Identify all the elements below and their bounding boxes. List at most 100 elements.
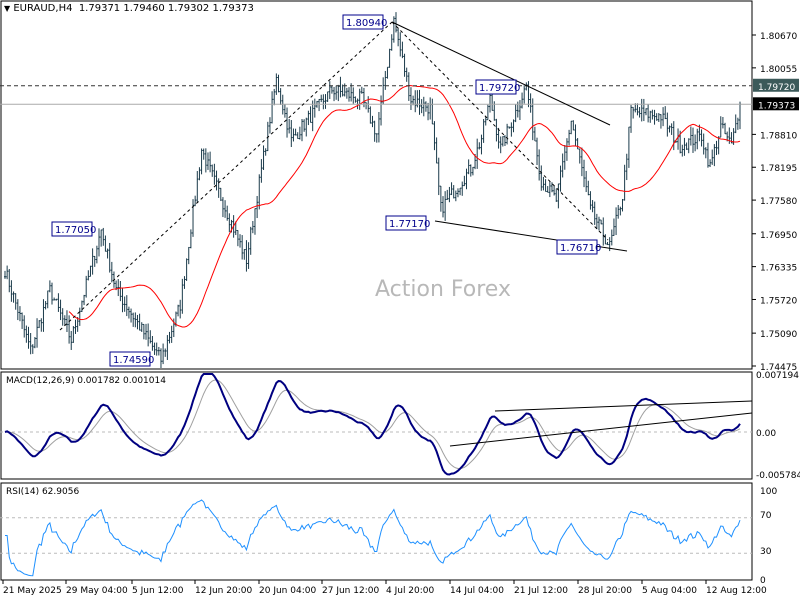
- price-bar: [25, 325, 28, 343]
- low-value: 1.79302: [167, 3, 210, 14]
- price-bar: [512, 119, 515, 133]
- swing-price-label: 1.80940: [342, 14, 387, 30]
- macd-y-label: 0.00: [756, 429, 776, 439]
- price-bar: [414, 90, 417, 113]
- price-bar: [386, 66, 389, 79]
- label-text: 1.76710: [560, 243, 601, 254]
- price-bar: [352, 87, 355, 104]
- price-bar: [521, 92, 524, 109]
- rsi-y-label: 100: [760, 487, 777, 497]
- price-bar: [192, 199, 195, 237]
- price-bar: [647, 103, 650, 123]
- macd-trendline: [494, 400, 753, 412]
- price-bar: [424, 101, 427, 112]
- price-bar: [6, 265, 9, 280]
- price-bar: [123, 296, 126, 312]
- price-bar: [151, 335, 154, 351]
- price-bar: [296, 132, 299, 139]
- price-bar: [576, 138, 579, 150]
- price-bar: [442, 196, 445, 218]
- price-bar: [333, 86, 336, 102]
- price-bar: [668, 125, 671, 133]
- price-bar: [130, 308, 133, 323]
- price-bar: [217, 178, 220, 198]
- price-bar: [294, 128, 297, 136]
- price-bar: [467, 159, 470, 175]
- price-bar: [555, 188, 558, 202]
- label-box: [109, 351, 151, 367]
- label-text: 1.79720: [479, 83, 520, 94]
- price-bar: [677, 128, 680, 150]
- price-bar: [429, 97, 432, 120]
- price-bar: [292, 128, 295, 142]
- x-tick-label: 5 Jun 12:00: [132, 586, 184, 596]
- price-bar: [339, 76, 342, 98]
- price-bar: [48, 280, 51, 293]
- rsi-panel: [0, 482, 753, 581]
- price-bar: [288, 118, 291, 134]
- x-tick-label: 28 Jul 20:00: [578, 586, 632, 596]
- high-value: 1.79460: [123, 3, 165, 14]
- price-bar: [221, 197, 224, 218]
- price-bar: [739, 101, 741, 130]
- price-bar: [147, 323, 150, 347]
- price-bar: [448, 186, 451, 203]
- price-bar: [600, 219, 603, 225]
- price-bar: [239, 234, 242, 248]
- price-bar: [155, 342, 158, 356]
- price-bar: [104, 235, 107, 252]
- price-bar: [241, 235, 244, 260]
- price-tag-label: 1.79373: [758, 101, 795, 111]
- price-bar: [450, 182, 453, 196]
- price-bar: [330, 86, 333, 94]
- price-bar: [561, 153, 564, 178]
- price-bar: [181, 278, 184, 314]
- price-bar: [380, 95, 383, 126]
- price-bar: [591, 200, 594, 213]
- price-bar: [347, 87, 350, 102]
- price-bar: [354, 96, 357, 103]
- price-bar: [687, 138, 690, 154]
- collapse-triangle-icon[interactable]: ▼: [4, 4, 11, 13]
- rsi-title: RSI(14) 62.9056: [6, 487, 79, 497]
- price-bar: [44, 301, 47, 310]
- price-bar: [409, 87, 412, 111]
- price-bar: [649, 110, 652, 123]
- swing-price-label: 1.77050: [51, 221, 96, 237]
- price-bar: [275, 73, 278, 95]
- price-bar: [168, 331, 171, 344]
- price-bar: [264, 148, 267, 156]
- price-bar: [117, 279, 120, 297]
- price-bar: [606, 241, 609, 246]
- price-bar: [159, 348, 162, 368]
- price-bar: [102, 227, 105, 246]
- price-bar: [595, 213, 598, 230]
- x-tick-label: 12 Aug 12:00: [706, 586, 767, 596]
- price-bar: [736, 117, 739, 130]
- price-bar: [416, 90, 419, 108]
- price-bar: [431, 98, 434, 125]
- price-bar: [256, 195, 259, 219]
- x-tick-label: 21 May 2025: [3, 586, 62, 596]
- trendline: [59, 21, 393, 331]
- price-bar: [76, 316, 79, 332]
- price-bar: [559, 165, 562, 192]
- price-bar: [140, 322, 143, 332]
- price-bar: [194, 195, 197, 207]
- price-bar: [499, 136, 502, 154]
- label-text: 1.77050: [55, 225, 96, 236]
- price-overlays: 1.80940 1.79720 1.77050 1.74590 1.77170 1.767…: [0, 14, 752, 367]
- price-bar: [589, 191, 592, 210]
- open-value: 1.79371: [78, 3, 121, 14]
- price-bar: [399, 32, 402, 57]
- price-bar: [224, 200, 227, 218]
- macd-y-label: -0.005784: [756, 471, 800, 481]
- price-bar: [211, 164, 214, 177]
- price-bar: [397, 27, 400, 47]
- label-box: [342, 14, 384, 30]
- price-bar: [87, 270, 90, 281]
- price-bar: [142, 323, 145, 340]
- label-text: 1.80940: [346, 18, 387, 29]
- price-bar: [145, 323, 148, 340]
- price-bar: [623, 164, 626, 201]
